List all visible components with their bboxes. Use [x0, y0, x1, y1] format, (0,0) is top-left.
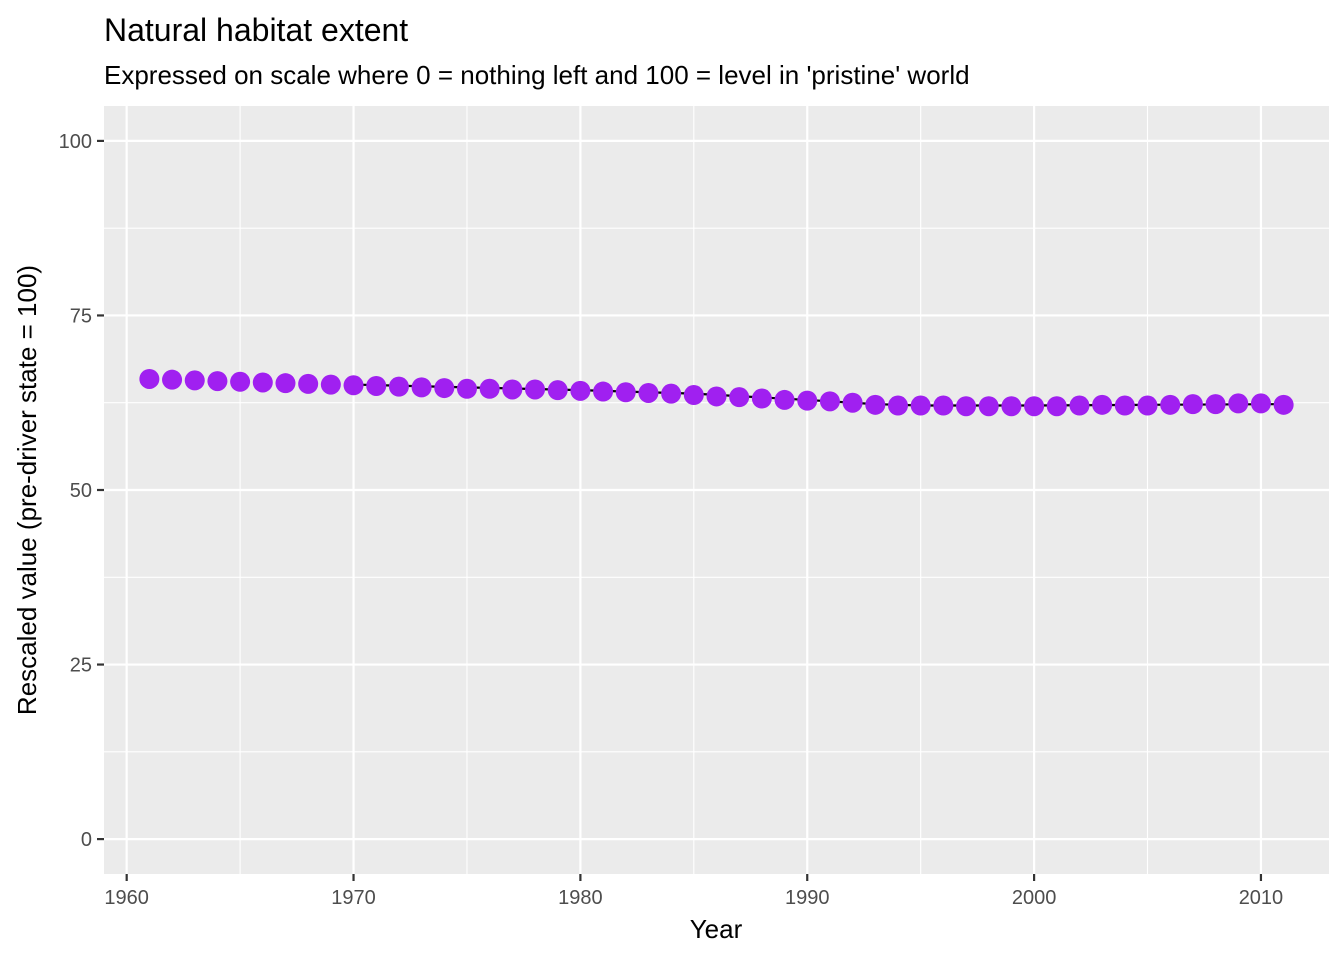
y-tick-label: 0 — [81, 829, 92, 851]
x-tick-label: 2000 — [1012, 887, 1057, 909]
data-point — [1250, 393, 1271, 414]
data-point — [842, 392, 863, 413]
data-point — [1024, 396, 1045, 417]
data-point — [1160, 394, 1181, 415]
data-point — [774, 389, 795, 410]
data-point — [1228, 393, 1249, 414]
data-point — [1092, 394, 1113, 415]
data-point — [865, 394, 886, 415]
data-point — [910, 395, 931, 416]
y-axis: 0 25 50 75 100 — [59, 131, 104, 851]
data-point — [1273, 394, 1294, 415]
data-point — [275, 373, 296, 394]
data-point — [388, 376, 409, 397]
data-point — [661, 383, 682, 404]
data-point — [479, 378, 500, 399]
y-tick-label: 100 — [59, 131, 92, 153]
data-point — [819, 391, 840, 412]
data-point — [502, 379, 523, 400]
data-point — [456, 378, 477, 399]
data-points — [139, 368, 1294, 417]
data-point — [615, 382, 636, 403]
y-tick-label: 50 — [70, 480, 92, 502]
data-point — [1205, 394, 1226, 415]
x-axis: 1960 1970 1980 1990 2000 2010 — [104, 874, 1283, 909]
x-tick-label: 1960 — [104, 887, 149, 909]
data-point — [411, 377, 432, 398]
data-point — [434, 378, 455, 399]
data-point — [139, 368, 160, 389]
data-point — [343, 375, 364, 396]
data-point — [706, 386, 727, 407]
x-tick-label: 1970 — [331, 887, 376, 909]
x-tick-label: 2010 — [1239, 887, 1284, 909]
y-tick-label: 25 — [70, 655, 92, 677]
data-point — [797, 390, 818, 411]
data-point — [230, 371, 251, 392]
data-point — [683, 385, 704, 406]
data-point — [570, 380, 591, 401]
data-point — [751, 388, 772, 409]
data-point — [320, 374, 341, 395]
data-point — [956, 396, 977, 417]
data-point — [547, 380, 568, 401]
data-point — [1001, 396, 1022, 417]
x-tick-label: 1990 — [785, 887, 830, 909]
data-point — [729, 387, 750, 408]
data-point — [933, 395, 954, 416]
chart-subtitle: Expressed on scale where 0 = nothing lef… — [104, 60, 970, 90]
data-point — [1046, 396, 1067, 417]
data-point — [207, 371, 228, 392]
data-point — [1137, 395, 1158, 416]
data-point — [638, 382, 659, 403]
data-point — [525, 379, 546, 400]
y-tick-label: 75 — [70, 305, 92, 327]
data-point — [1182, 394, 1203, 415]
chart-title: Natural habitat extent — [104, 12, 408, 48]
y-axis-title: Rescaled value (pre-driver state = 100) — [12, 265, 42, 715]
data-point — [184, 370, 205, 391]
data-point — [593, 381, 614, 402]
data-point — [887, 395, 908, 416]
data-point — [1114, 395, 1135, 416]
data-point — [1069, 395, 1090, 416]
data-point — [252, 372, 273, 393]
major-gridlines — [104, 106, 1329, 874]
data-point — [366, 375, 387, 396]
x-tick-label: 1980 — [558, 887, 603, 909]
data-point — [298, 373, 319, 394]
data-point — [162, 369, 183, 390]
data-point — [978, 396, 999, 417]
x-axis-title: Year — [690, 914, 743, 944]
series-line — [353, 383, 1284, 407]
